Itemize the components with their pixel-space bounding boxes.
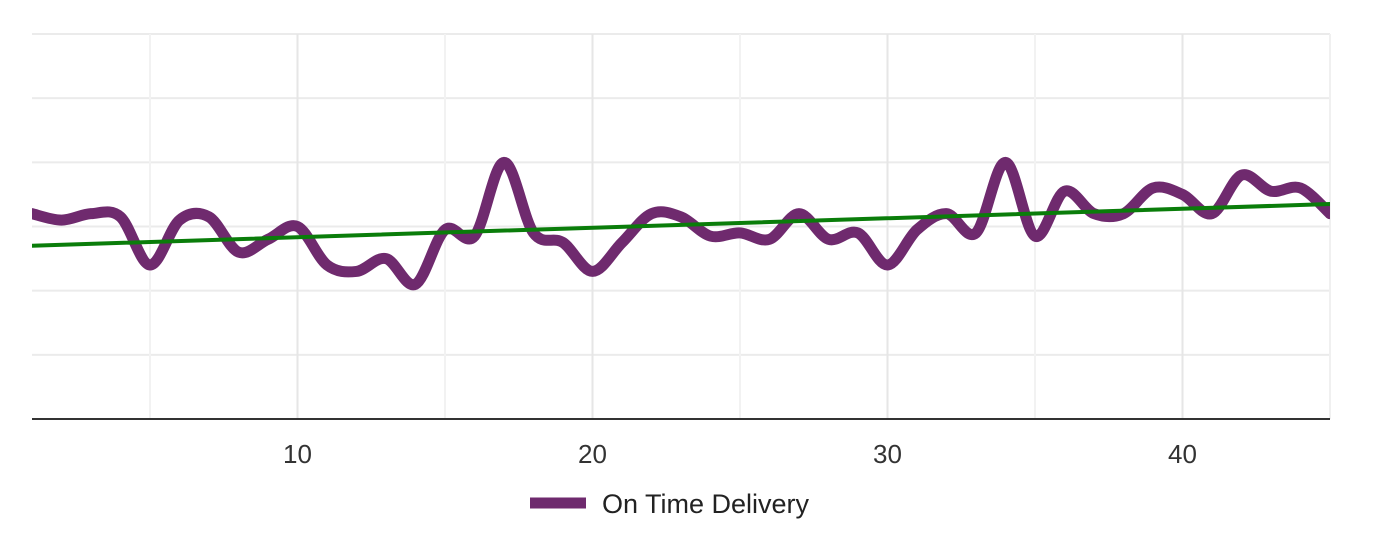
x-tick-label: 20 [578,439,607,469]
gridlines [32,33,1331,419]
series-layer [32,156,1330,291]
x-tick-label: 40 [1168,439,1197,469]
series-line-on-time-delivery [32,156,1330,291]
legend-label: On Time Delivery [602,489,810,519]
legend: On Time Delivery [530,489,810,519]
x-tick-label: 10 [283,439,312,469]
x-axis: 10 20 30 40 [32,418,1330,469]
x-tick-label: 30 [873,439,902,469]
trend-line [32,202,1330,248]
